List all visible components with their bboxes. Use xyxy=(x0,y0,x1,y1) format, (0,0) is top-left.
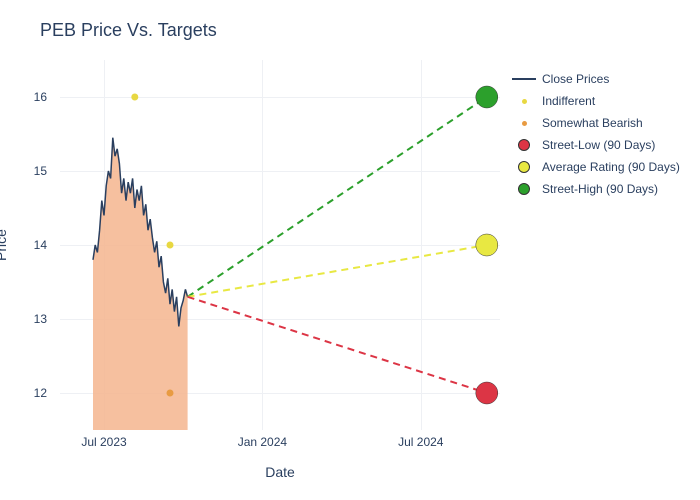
legend-marker xyxy=(510,139,538,151)
x-axis: Date Jul 2023Jan 2024Jul 2024 xyxy=(60,430,500,470)
gridline-horizontal xyxy=(60,97,500,98)
legend-label: Street-High (90 Days) xyxy=(542,182,658,196)
legend-item[interactable]: Close Prices xyxy=(510,70,680,88)
gridline-horizontal xyxy=(60,171,500,172)
legend-marker xyxy=(510,99,538,104)
y-tick-label: 12 xyxy=(34,386,47,400)
legend-item[interactable]: Street-High (90 Days) xyxy=(510,180,680,198)
close-prices-line xyxy=(93,138,188,327)
projection_high-line xyxy=(188,97,487,297)
legend: Close Prices Indifferent Somewhat Bearish S… xyxy=(510,70,680,202)
x-axis-label: Date xyxy=(265,464,295,480)
x-tick-label: Jul 2024 xyxy=(398,435,443,449)
legend-item[interactable]: Street-Low (90 Days) xyxy=(510,136,680,154)
x-tick-label: Jul 2023 xyxy=(81,435,126,449)
projection_low-line xyxy=(188,297,487,393)
legend-label: Street-Low (90 Days) xyxy=(542,138,655,152)
chart-title: PEB Price Vs. Targets xyxy=(40,20,217,41)
gridline-horizontal xyxy=(60,393,500,394)
legend-marker xyxy=(510,161,538,173)
legend-item[interactable]: Somewhat Bearish xyxy=(510,114,680,132)
y-tick-label: 14 xyxy=(34,238,47,252)
legend-item[interactable]: Indifferent xyxy=(510,92,680,110)
plot-area xyxy=(60,60,500,430)
legend-label: Average Rating (90 Days) xyxy=(542,160,680,174)
x-tick-label: Jan 2024 xyxy=(238,435,287,449)
legend-label: Somewhat Bearish xyxy=(542,116,643,130)
y-axis: Price 12 13 14 15 16 xyxy=(0,60,55,430)
legend-label: Close Prices xyxy=(542,72,609,86)
y-tick-label: 13 xyxy=(34,312,47,326)
chart-container: PEB Price Vs. Targets Price 12 13 14 15 16 D… xyxy=(0,0,700,500)
legend-item[interactable]: Average Rating (90 Days) xyxy=(510,158,680,176)
legend-marker xyxy=(510,183,538,195)
y-tick-label: 15 xyxy=(34,164,47,178)
legend-label: Indifferent xyxy=(542,94,595,108)
y-axis-label: Price xyxy=(0,229,9,261)
gridline-horizontal xyxy=(60,319,500,320)
y-tick-label: 16 xyxy=(34,90,47,104)
close-prices-fill xyxy=(93,138,188,430)
gridline-horizontal xyxy=(60,245,500,246)
legend-marker xyxy=(510,121,538,126)
legend-marker xyxy=(510,78,538,80)
projection_avg-line xyxy=(188,245,487,297)
